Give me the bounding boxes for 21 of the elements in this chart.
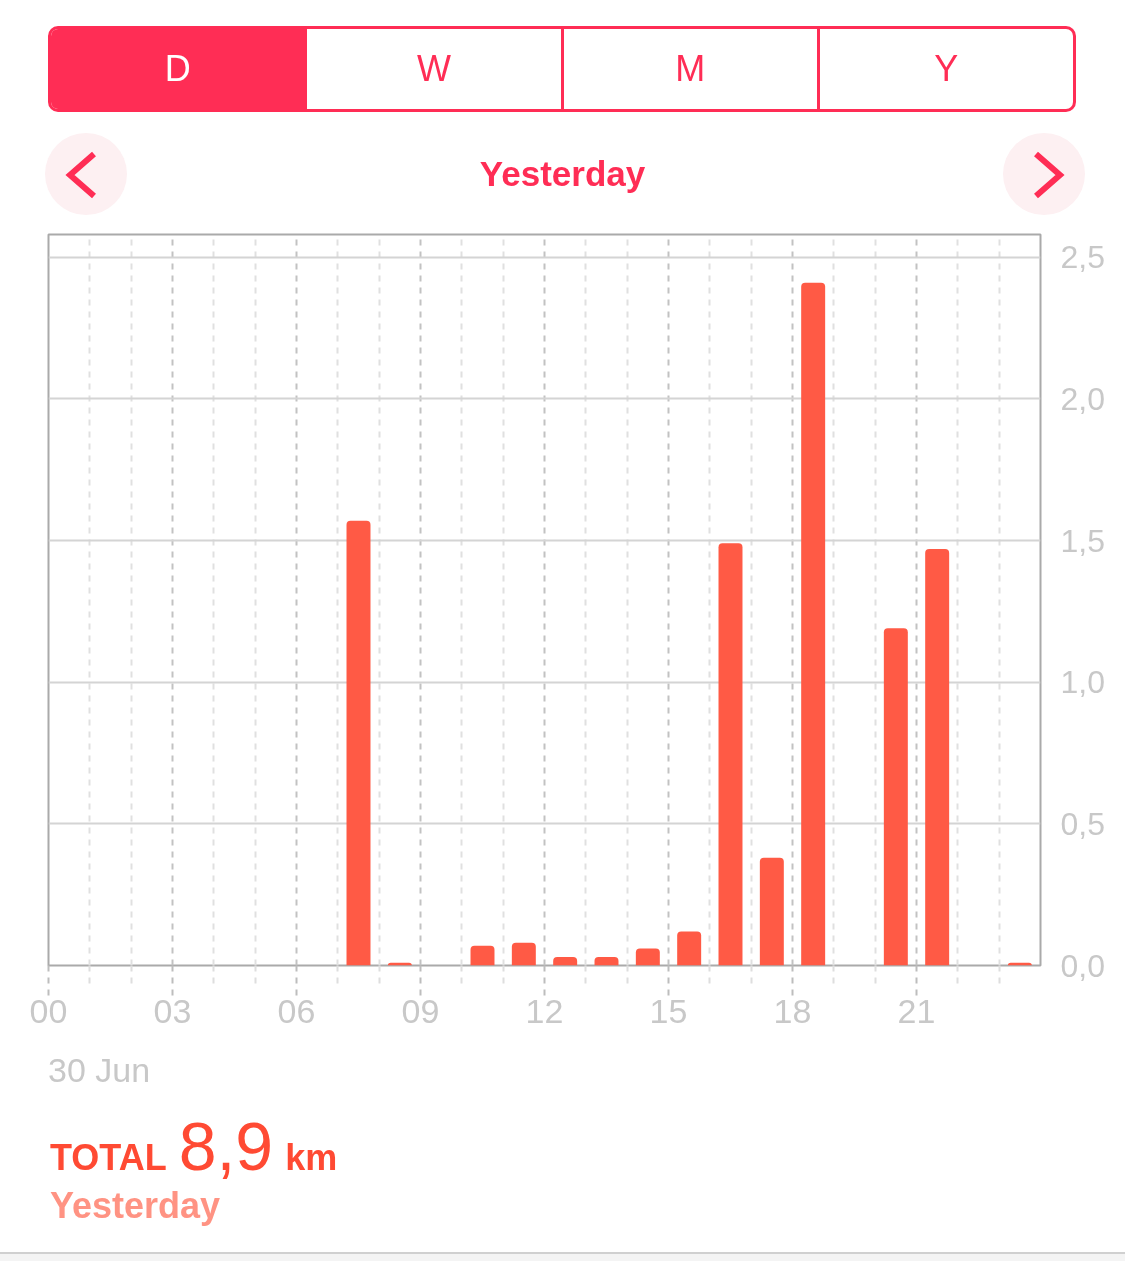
text: Y [816,29,1073,109]
bar [346,520,371,966]
bar [635,948,660,966]
bar [925,549,950,966]
bar [470,945,495,966]
bar [553,957,578,966]
bar [594,957,619,966]
bar [718,543,743,966]
chart-title: Yesterday [478,153,647,195]
text: 8,9 [178,1108,274,1184]
bar [511,942,536,966]
bar [883,628,908,966]
bar [801,282,826,966]
text: Yesterday [50,1185,221,1226]
bar [677,931,702,966]
text: W [304,29,561,109]
text: D [51,29,305,109]
text: km [285,1137,338,1178]
bar [759,857,784,966]
text: TOTAL [50,1137,167,1178]
text: M [560,29,817,109]
